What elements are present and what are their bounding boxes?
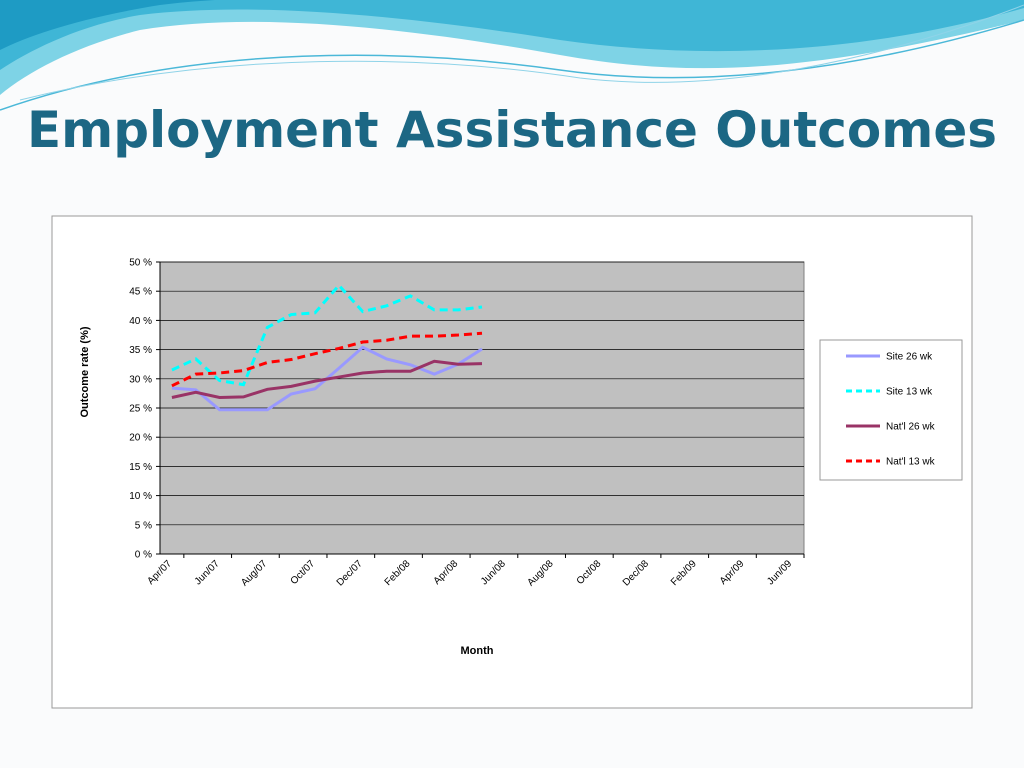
y-tick-label: 30 %: [129, 374, 152, 385]
y-tick-label: 10 %: [129, 491, 152, 502]
legend-label: Site 13 wk: [886, 387, 933, 398]
swoosh: [0, 0, 1024, 70]
legend-label: Site 26 wk: [886, 352, 933, 363]
y-tick-label: 20 %: [129, 433, 152, 444]
legend-label: Nat'l 26 wk: [886, 422, 936, 433]
slide-title: Employment Assistance Outcomes: [27, 101, 997, 159]
y-tick-label: 50 %: [129, 258, 152, 269]
y-axis-title: Outcome rate (%): [79, 326, 91, 417]
y-tick-label: 5 %: [135, 520, 152, 531]
swoosh: [0, 0, 600, 50]
y-tick-label: 15 %: [129, 462, 152, 473]
legend: [819, 339, 963, 481]
y-tick-label: 0 %: [135, 550, 152, 561]
x-axis-title: Month: [461, 645, 494, 657]
legend-label: Nat'l 13 wk: [886, 457, 936, 468]
series-line: [171, 359, 483, 399]
y-tick-label: 25 %: [129, 404, 152, 415]
y-tick-label: 45 %: [129, 287, 152, 298]
series-line: [171, 331, 483, 388]
swoosh-line: [0, 19, 1024, 111]
y-tick-label: 40 %: [129, 316, 152, 327]
y-tick-label: 35 %: [129, 345, 152, 356]
series-line: [171, 283, 483, 387]
swoosh-line: [19, 4, 1024, 101]
